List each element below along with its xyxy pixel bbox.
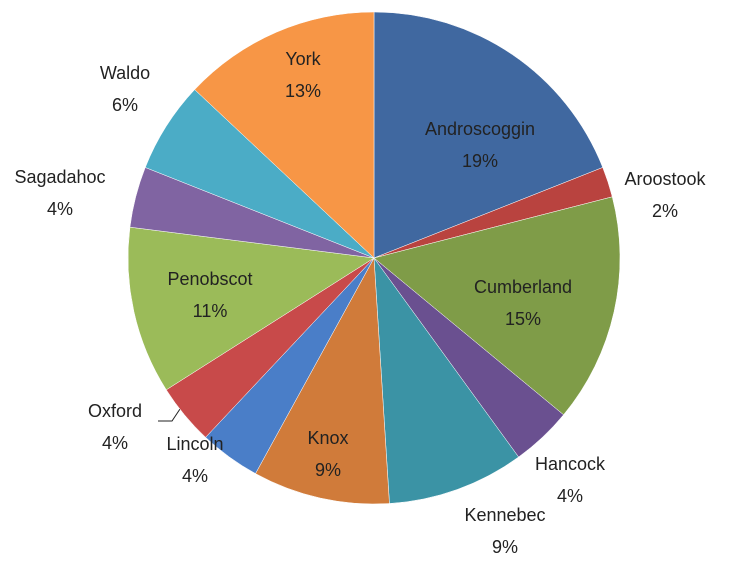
- slice-category-label: York: [285, 49, 321, 69]
- slice-category-label: Aroostook: [624, 169, 706, 189]
- pie-slice: [127, 226, 375, 391]
- slice-value-label: 2%: [652, 201, 678, 221]
- slice-category-label: Oxford: [88, 401, 142, 421]
- slice-category-label: Sagadahoc: [14, 167, 105, 187]
- pie-slice: [373, 257, 519, 504]
- slice-category-label: Androscoggin: [425, 119, 535, 139]
- slice-value-label: 9%: [315, 460, 341, 480]
- pie-slice: [255, 257, 390, 505]
- slice-category-label: Knox: [307, 428, 348, 448]
- slice-value-label: 4%: [182, 466, 208, 486]
- slice-value-label: 15%: [505, 309, 541, 329]
- leader-line: [158, 405, 183, 422]
- slice-value-label: 9%: [492, 537, 518, 557]
- slice-category-label: Kennebec: [464, 505, 545, 525]
- pie-slice: [373, 11, 604, 259]
- slice-value-label: 19%: [462, 151, 498, 171]
- slice-value-label: 13%: [285, 81, 321, 101]
- slice-category-label: Penobscot: [167, 269, 252, 289]
- pie-slice: [194, 11, 375, 259]
- slice-value-label: 4%: [102, 433, 128, 453]
- slice-category-label: Lincoln: [166, 434, 223, 454]
- slice-value-label: 11%: [193, 301, 228, 321]
- slice-category-label: Waldo: [100, 63, 150, 83]
- pie-slice: [373, 196, 621, 416]
- slice-value-label: 4%: [47, 199, 73, 219]
- slice-category-label: Cumberland: [474, 277, 572, 297]
- slice-value-label: 4%: [557, 486, 583, 506]
- slice-value-label: 6%: [112, 95, 138, 115]
- slice-category-label: Hancock: [535, 454, 606, 474]
